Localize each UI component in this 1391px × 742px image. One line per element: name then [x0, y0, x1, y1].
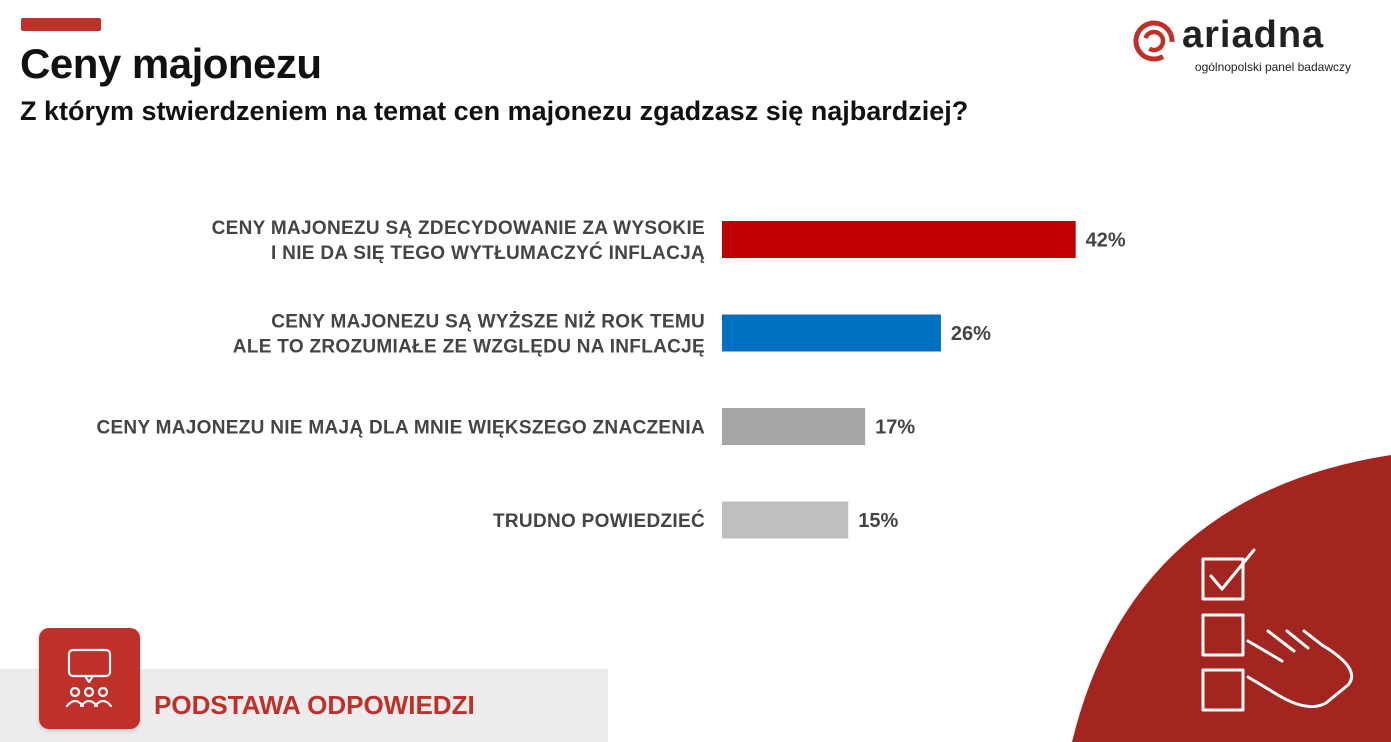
category-label-3-line-1: CENY MAJONEZU NIE MAJĄ DLA MNIE WIĘKSZEG… — [96, 418, 705, 439]
category-label-4-line-1: TRUDNO POWIEDZIEĆ — [493, 510, 705, 532]
bar-3 — [722, 408, 866, 445]
footer-label: PODSTAWA ODPOWIEDZI — [154, 690, 475, 720]
logo-wordmark: ariadna — [1182, 14, 1325, 56]
value-label-4: 15% — [858, 510, 898, 532]
bar-2 — [722, 314, 941, 352]
top-accent-bar — [21, 18, 101, 31]
value-label-3: 17% — [875, 417, 915, 439]
spiral-logo-icon — [1133, 20, 1175, 62]
logo-tagline: ogólnopolski panel badawczy — [1194, 60, 1351, 74]
page-subtitle: Z którym stwierdzeniem na temat cen majo… — [20, 96, 969, 126]
page-title: Ceny majonezu — [20, 40, 322, 87]
value-label-1: 42% — [1086, 230, 1126, 252]
bar-1 — [722, 221, 1076, 258]
chat-audience-icon — [65, 648, 113, 708]
brand-logo: ariadna ogólnopolski panel badawczy — [1132, 14, 1357, 78]
value-label-2: 26% — [951, 323, 991, 345]
checklist-hand-icon — [1201, 548, 1354, 712]
category-label-2-line-2: ALE TO ZROZUMIAŁE ZE WZGLĘDU NA INFLACJĘ — [233, 337, 705, 358]
category-label-1-line-1: CENY MAJONEZU SĄ ZDECYDOWANIE ZA WYSOKIE — [212, 218, 705, 239]
category-label-2-line-1: CENY MAJONEZU SĄ WYŻSZE NIŻ ROK TEMU — [271, 312, 705, 333]
footer-icon-box — [39, 628, 140, 729]
corner-decoration — [1072, 455, 1391, 742]
category-label-1-line-2: I NIE DA SIĘ TEGO WYTŁUMACZYĆ INFLACJĄ — [271, 242, 705, 264]
bar-4 — [722, 501, 849, 539]
